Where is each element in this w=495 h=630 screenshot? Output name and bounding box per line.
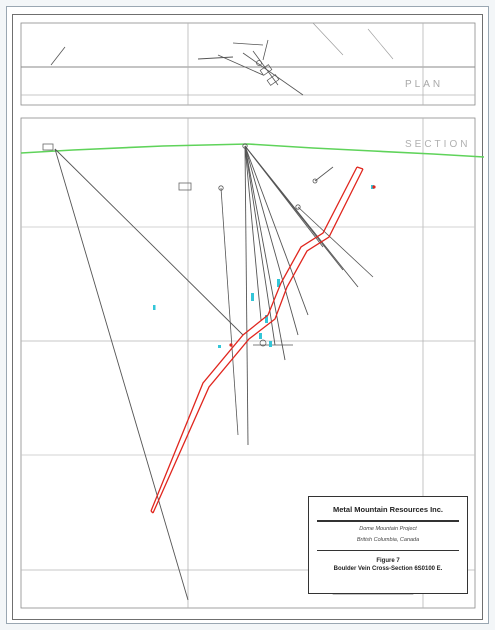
cross-section-figure: PLAN SECTION	[12, 14, 485, 620]
drill-hole	[314, 166, 334, 182]
intercept-marker	[277, 279, 280, 287]
project-location: British Columbia, Canada	[356, 536, 420, 543]
title-divider	[317, 549, 459, 551]
project-name: Dome Mountain Project	[359, 525, 417, 532]
target-point	[372, 185, 376, 189]
drill-hole	[54, 148, 244, 336]
plan-contour	[312, 22, 344, 56]
plan-label: PLAN	[405, 79, 443, 90]
intercept-marker	[153, 305, 156, 310]
drill-hole	[244, 145, 299, 336]
plan-contour	[367, 28, 394, 60]
company-name: Metal Mountain Resources Inc.	[332, 505, 444, 514]
intercept-marker	[265, 315, 268, 323]
plan-drill-trace	[242, 52, 304, 96]
plan-drill-trace	[217, 54, 264, 76]
drill-hole	[244, 145, 262, 321]
drill-hole	[244, 145, 276, 346]
plan-drill-trace	[262, 39, 269, 61]
topography-line	[20, 143, 485, 158]
drill-collar	[295, 204, 301, 210]
figure-canvas: PLAN SECTION	[20, 22, 485, 609]
title-divider	[317, 520, 459, 522]
drill-hole	[244, 145, 324, 248]
vein-footwall	[152, 168, 364, 514]
target-point	[229, 343, 233, 347]
drill-collar	[259, 339, 267, 347]
plan-collar	[256, 60, 262, 66]
section-frame	[20, 117, 476, 609]
plan-drill-trace	[252, 50, 279, 86]
plan-claim-box	[259, 64, 273, 76]
plan-drill-trace	[232, 42, 264, 46]
figure-title: Boulder Vein Cross-Section 6S0100 E.	[333, 566, 443, 572]
intercept-marker	[251, 293, 254, 301]
figure-number: Figure 7	[376, 558, 400, 564]
vein-cap	[356, 166, 364, 170]
drill-collar	[312, 178, 318, 184]
drill-hole	[244, 145, 309, 316]
plan-drill-trace	[197, 56, 234, 60]
plan-panel: PLAN	[20, 22, 476, 106]
intercept-marker	[218, 345, 221, 348]
section-label: SECTION	[405, 139, 470, 150]
vein-hangingwall	[150, 166, 358, 512]
plan-drill-trace	[50, 46, 66, 66]
intercept-marker	[269, 341, 272, 347]
drill-hole	[220, 187, 239, 436]
drill-collar-box	[42, 143, 54, 151]
vein-cap	[150, 510, 154, 514]
drill-hole	[244, 145, 359, 288]
drill-hole	[244, 145, 249, 446]
title-block: Metal Mountain Resources Inc. Dome Mount…	[308, 496, 468, 594]
plan-claim-box	[266, 74, 280, 86]
drill-hole	[54, 148, 189, 601]
drill-hole	[297, 206, 374, 278]
drill-collar-box	[178, 182, 192, 191]
plan-frame	[20, 22, 476, 106]
drill-hole	[244, 145, 286, 361]
intercept-marker	[259, 333, 262, 339]
